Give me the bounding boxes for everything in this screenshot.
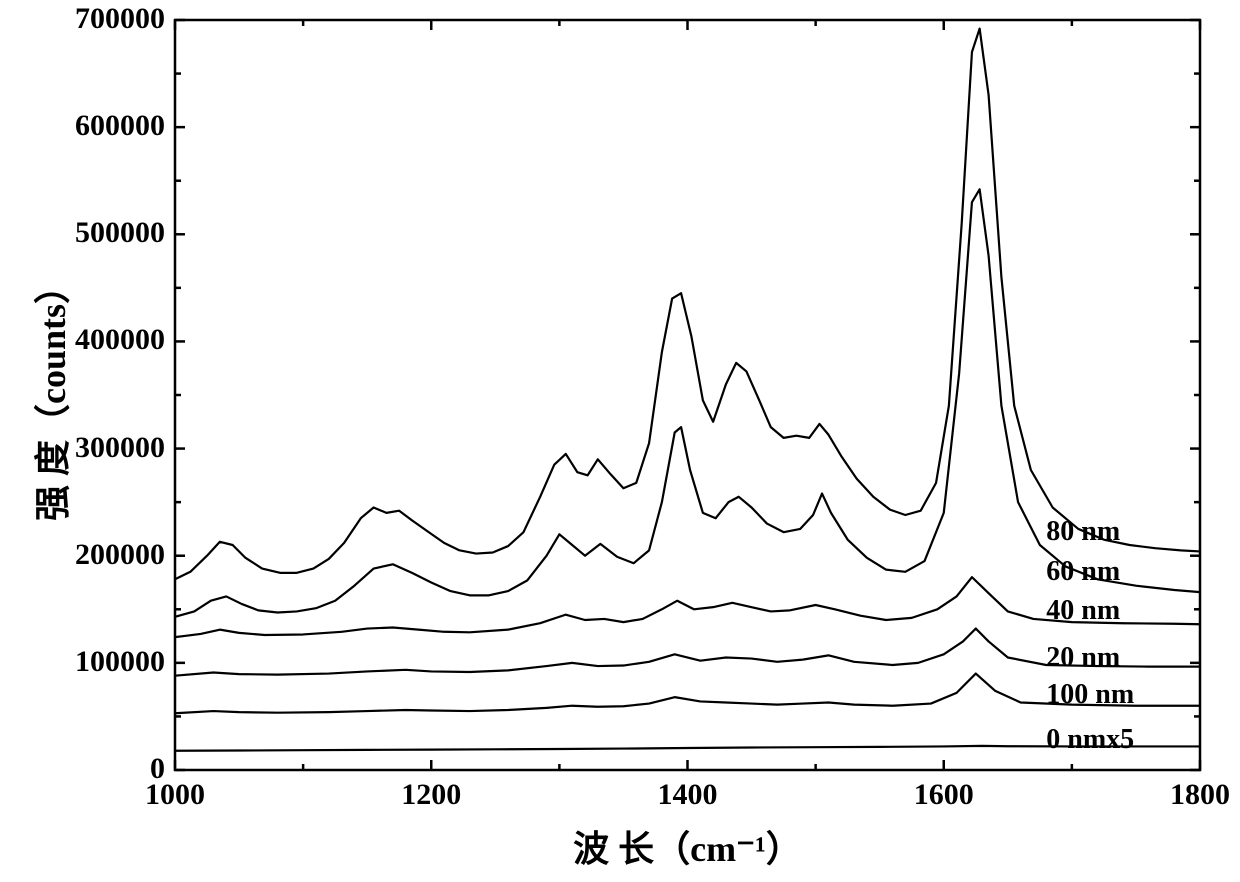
xtick-label: 1800: [1150, 778, 1240, 812]
ytick-label: 600000: [25, 109, 165, 143]
x-axis-label: 波 长（cm⁻¹）: [538, 820, 838, 872]
series-label: 100 nm: [1046, 679, 1134, 711]
series-label: 40 nm: [1046, 595, 1120, 627]
xtick-label: 1000: [125, 778, 225, 812]
series-label: 20 nm: [1046, 642, 1120, 674]
spectral-chart: 0100000200000300000400000500000600000700…: [0, 0, 1240, 882]
ytick-label: 700000: [25, 2, 165, 36]
series-label: 0 nmx5: [1046, 724, 1134, 756]
series-label: 60 nm: [1046, 556, 1120, 588]
xtick-label: 1600: [894, 778, 994, 812]
xtick-label: 1400: [638, 778, 738, 812]
xtick-label: 1200: [381, 778, 481, 812]
ytick-label: 100000: [25, 645, 165, 679]
ytick-label: 200000: [25, 538, 165, 572]
y-axis-label: 强 度（counts）: [24, 281, 76, 521]
ytick-label: 500000: [25, 216, 165, 250]
series-label: 80 nm: [1046, 516, 1120, 548]
